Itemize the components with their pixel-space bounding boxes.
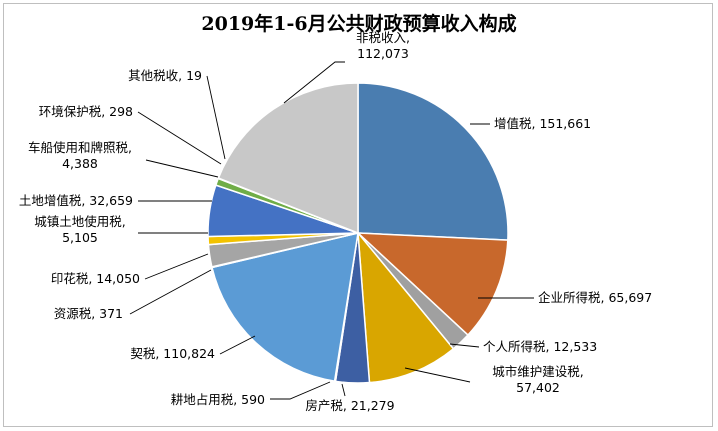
- pie-slice-1: [355, 232, 509, 337]
- pie-slice-0: [357, 82, 509, 241]
- slice-label-14: 非税收入, 112,073: [356, 30, 410, 61]
- slice-label-8: 印花税, 14,050: [51, 271, 140, 286]
- leader-line-7: [129, 269, 212, 315]
- slice-label-13: 其他税收, 19: [128, 68, 202, 83]
- slice-label-9: 城镇土地使用税, 5,105: [34, 214, 125, 245]
- slice-label-1: 企业所得税, 65,697: [538, 290, 652, 305]
- slice-label-10: 土地增值税, 32,659: [19, 193, 133, 208]
- slice-label-0: 增值税, 151,661: [494, 116, 591, 131]
- leader-line-5: [270, 381, 331, 400]
- leader-line-12: [137, 111, 222, 165]
- chart-title: 2019年1-6月公共财政预算收入构成: [201, 13, 517, 35]
- leader-line-8: [144, 253, 209, 280]
- slice-label-6: 契税, 110,824: [130, 346, 215, 361]
- leader-line-14: [283, 61, 345, 104]
- pie-slice-3: [357, 230, 455, 384]
- pie-slice-6: [211, 232, 359, 383]
- leader-line-11: [145, 159, 219, 178]
- slice-label-2: 个人所得税, 12,533: [483, 339, 597, 354]
- slice-label-3: 城市维护建设税, 57,402: [492, 364, 583, 395]
- leader-line-6: [219, 335, 256, 355]
- slice-label-5: 耕地占用税, 590: [171, 392, 265, 407]
- pie-slice-14: [217, 82, 359, 235]
- leader-line-13: [206, 75, 226, 160]
- leader-line-4: [341, 383, 346, 397]
- leader-line-3: [404, 367, 471, 383]
- slice-label-11: 车船使用和牌照税, 4,388: [28, 140, 132, 171]
- slice-label-7: 资源税, 371: [54, 306, 123, 321]
- leader-line-2: [449, 343, 480, 348]
- slice-label-12: 环境保护税, 298: [39, 104, 133, 119]
- slice-label-4: 房产税, 21,279: [305, 398, 394, 413]
